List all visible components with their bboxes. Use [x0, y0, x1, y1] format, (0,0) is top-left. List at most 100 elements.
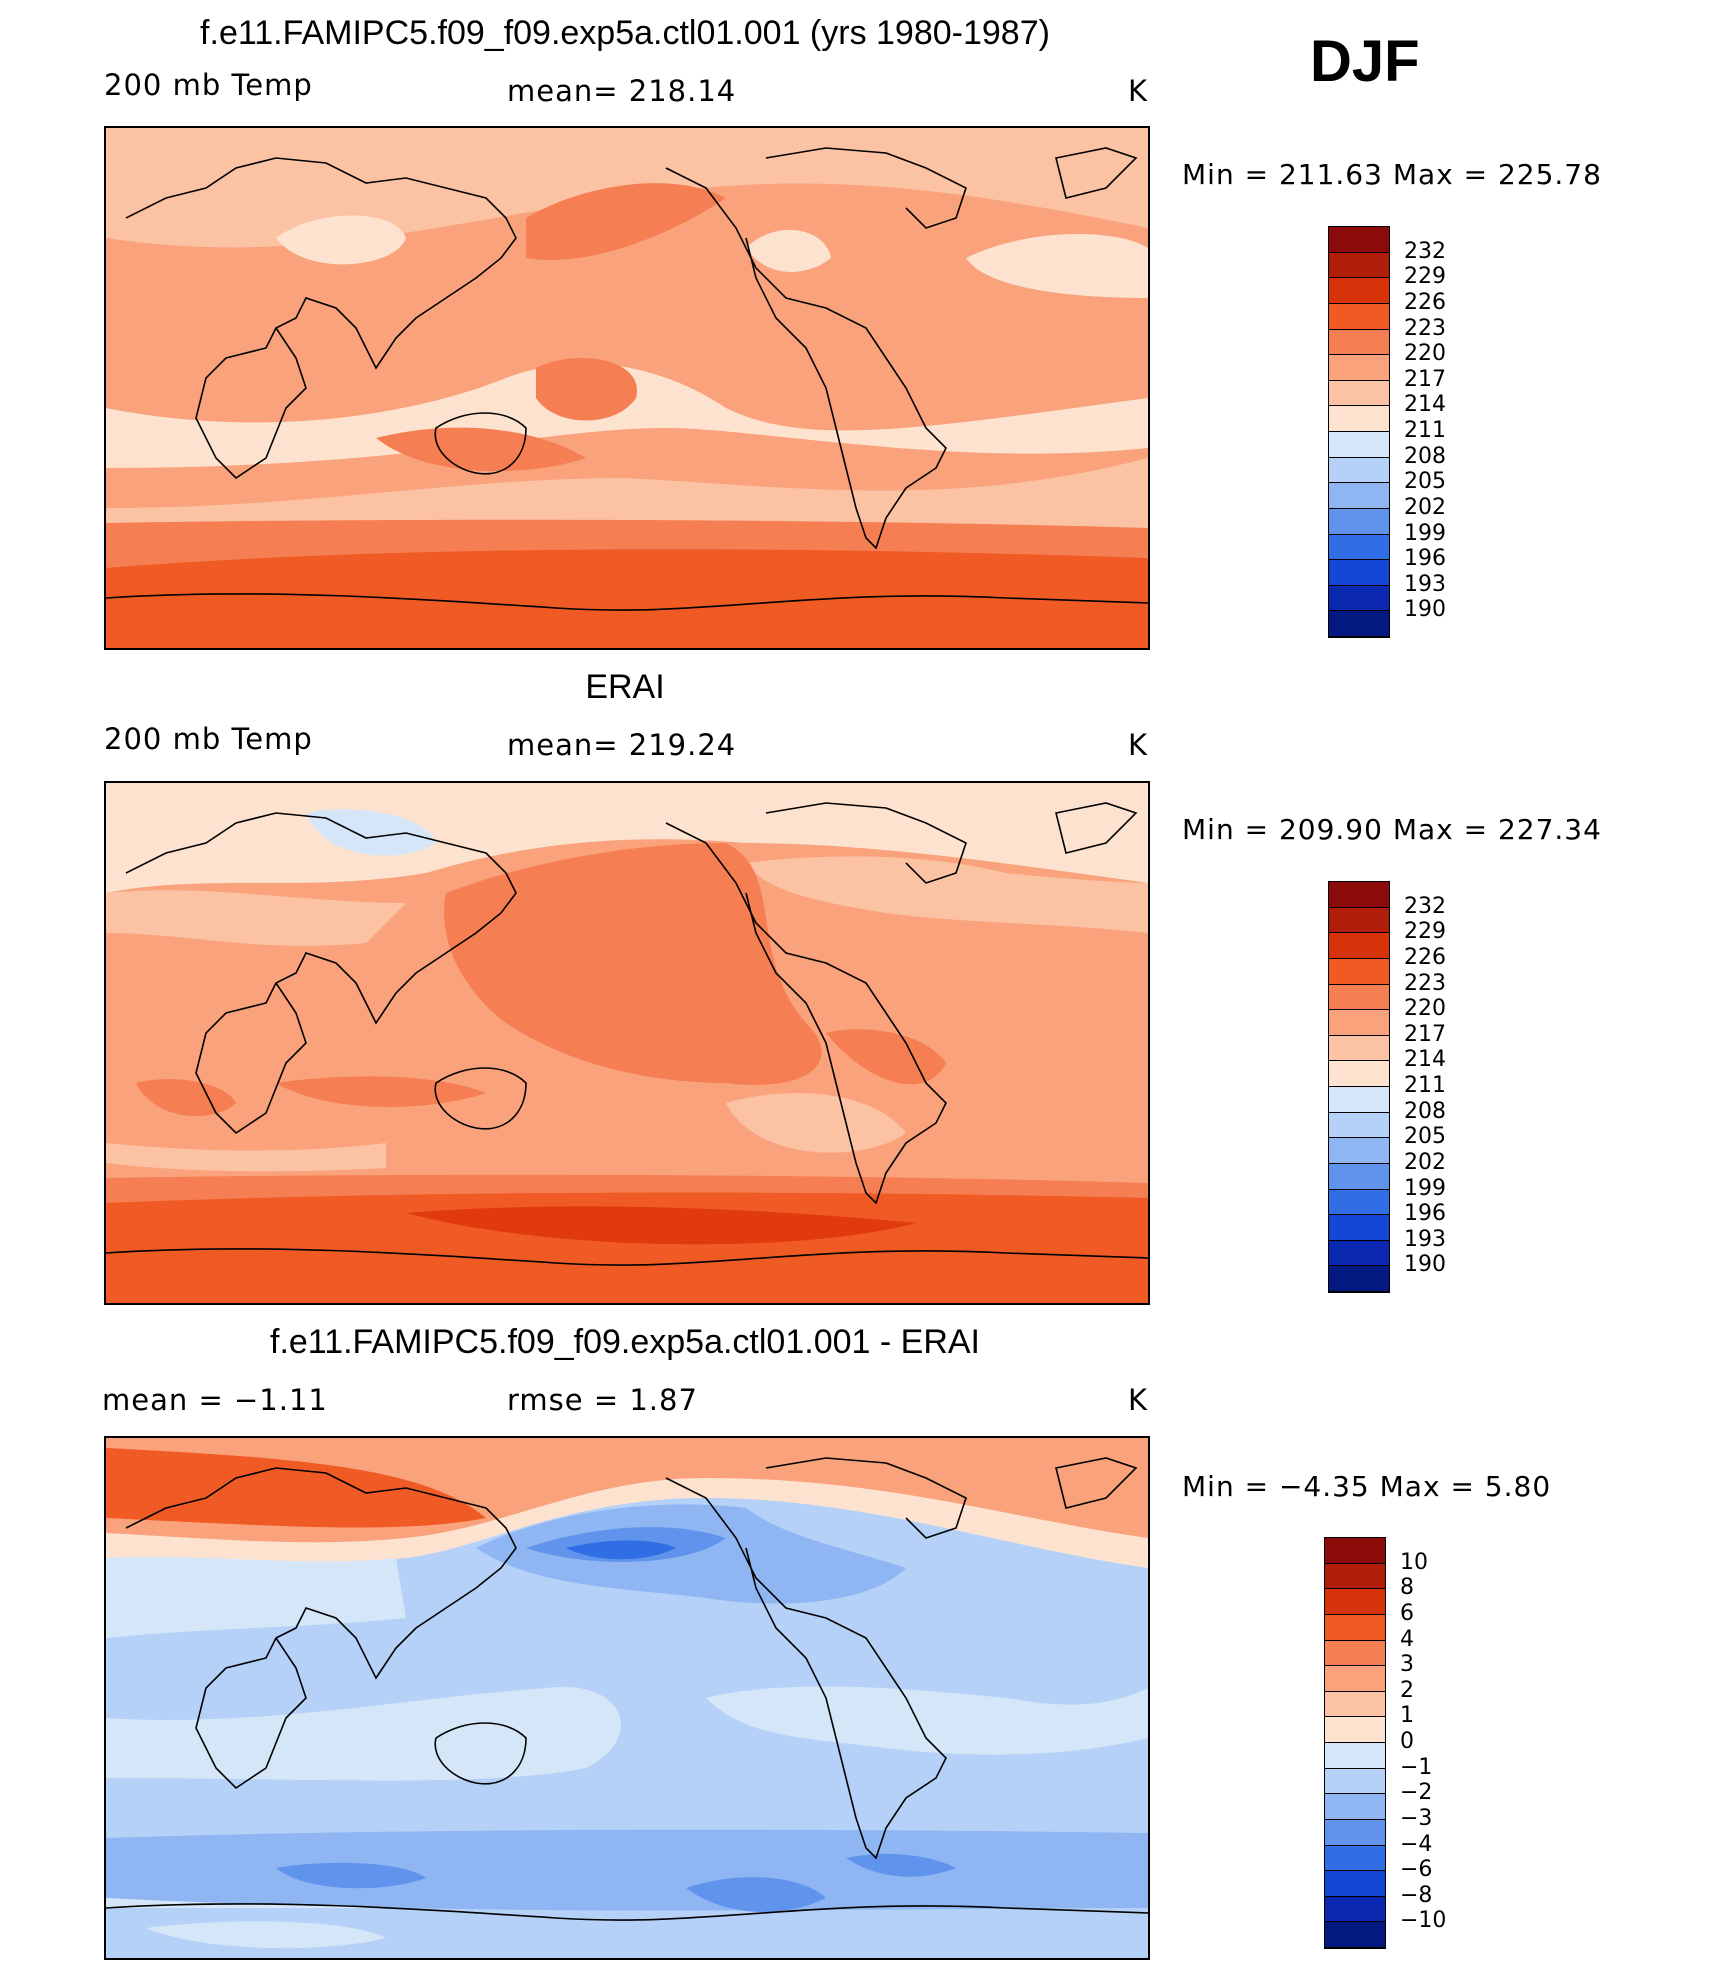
panel-2-minmax: Min = 209.90 Max = 227.34 — [1182, 813, 1602, 846]
colorbar-tick-label: 208 — [1404, 1098, 1446, 1124]
colorbar-tick-label: 211 — [1404, 418, 1446, 443]
colorbar-tick-label: 3 — [1400, 1652, 1414, 1678]
colorbar-tick-label: 199 — [1404, 520, 1446, 546]
colorbar-tick-label: 4 — [1400, 1626, 1414, 1652]
colorbar-tick-label: 196 — [1404, 546, 1446, 572]
colorbar-tick-label: 193 — [1404, 1226, 1446, 1252]
colorbar-swatch — [1329, 303, 1389, 330]
colorbar-swatch — [1329, 1112, 1389, 1139]
coastlines — [106, 1457, 1148, 1921]
colorbar-swatch — [1329, 1189, 1389, 1216]
panel-3-minmax: Min = −4.35 Max = 5.80 — [1182, 1470, 1552, 1503]
panel-3-map-svg — [106, 1438, 1148, 1958]
panel-3-title: f.e11.FAMIPC5.f09_f09.exp5a.ctl01.001 - … — [270, 1323, 980, 1361]
colorbar-tick-label: 223 — [1404, 315, 1446, 341]
map-band — [566, 1540, 676, 1560]
colorbar-tick-label: 10 — [1400, 1549, 1428, 1575]
colorbar-swatch — [1329, 585, 1389, 612]
panel-1-colorbar: 232 229 226 223 220 217 214 211 208 205 202 199 196 1… — [1328, 226, 1446, 638]
colorbar-tick-label: 196 — [1404, 1201, 1446, 1227]
map-band — [106, 1504, 1148, 1911]
colorbar-swatch — [1329, 933, 1389, 959]
colorbar-swatch — [1329, 1266, 1389, 1292]
colorbar-swatch — [1329, 227, 1389, 253]
panel-2-variable-label: 200 mb Temp — [104, 722, 313, 756]
colorbar-swatch — [1329, 432, 1389, 458]
colorbar-swatch — [1329, 958, 1389, 985]
colorbar-tick-label: 202 — [1404, 1149, 1446, 1175]
panel-1-minmax: Min = 211.63 Max = 225.78 — [1182, 158, 1602, 191]
colorbar-swatch — [1325, 1589, 1385, 1615]
colorbar-swatches — [1324, 1537, 1386, 1949]
map-band — [136, 843, 946, 1117]
coastlines — [106, 802, 1148, 1266]
map-band — [406, 1206, 916, 1245]
colorbar-swatch — [1329, 1215, 1389, 1241]
colorbar-swatch — [1325, 1717, 1385, 1743]
colorbar-swatch — [1329, 560, 1389, 586]
colorbar-tick-label: 220 — [1404, 996, 1446, 1022]
colorbar-tick-label: 232 — [1404, 893, 1446, 919]
colorbar-swatch — [1325, 1614, 1385, 1641]
colorbar-swatch — [1329, 1138, 1389, 1164]
colorbar-swatch — [1329, 611, 1389, 637]
colorbar-swatch — [1329, 882, 1389, 908]
colorbar-swatch — [1329, 984, 1389, 1011]
colorbar-tick-label: 229 — [1404, 919, 1446, 945]
colorbar-swatch — [1329, 1087, 1389, 1113]
colorbar-tick-label: 208 — [1404, 443, 1446, 469]
colorbar-swatch — [1329, 1240, 1389, 1267]
map-band — [306, 809, 436, 856]
colorbar-swatch — [1329, 534, 1389, 561]
panel-1-mean-label: mean= 218.14 — [507, 74, 737, 108]
colorbar-swatch — [1329, 483, 1389, 509]
colorbar-swatch — [1329, 380, 1389, 407]
colorbar-tick-label: 226 — [1404, 289, 1446, 315]
colorbar-tick-label: −6 — [1400, 1857, 1433, 1883]
panel-2-units: K — [1128, 728, 1149, 762]
colorbar-swatch — [1325, 1794, 1385, 1820]
colorbar-swatch — [1325, 1768, 1385, 1795]
panel-2-mean-label: mean= 219.24 — [507, 728, 737, 762]
colorbar-swatch — [1325, 1563, 1385, 1590]
colorbar-swatch — [1329, 252, 1389, 279]
map-band — [106, 363, 1148, 468]
colorbar-swatch — [1325, 1819, 1385, 1846]
colorbar-swatches — [1328, 881, 1390, 1293]
panel-3-units: K — [1128, 1383, 1149, 1417]
colorbar-swatch — [1329, 1061, 1389, 1087]
colorbar-tick-label: 217 — [1404, 366, 1446, 392]
colorbar-tick-label: 1 — [1400, 1703, 1414, 1729]
colorbar-swatch — [1329, 508, 1389, 535]
colorbar-swatch — [1325, 1666, 1385, 1692]
panel-3-colorbar: 10 8 6 4 3 2 1 0 −1 −2 −3 −4 −6 −8 −10 — [1324, 1537, 1446, 1949]
colorbar-tick-label: 220 — [1404, 341, 1446, 367]
colorbar-tick-label: 190 — [1404, 1252, 1446, 1278]
colorbar-swatch — [1325, 1640, 1385, 1667]
colorbar-tick-label: 202 — [1404, 494, 1446, 520]
colorbar-tick-label: 199 — [1404, 1175, 1446, 1201]
colorbar-swatch — [1325, 1871, 1385, 1897]
season-label: DJF — [1310, 29, 1420, 94]
panel-1-map — [104, 126, 1150, 650]
colorbar-tick-label: −10 — [1400, 1908, 1447, 1934]
colorbar-tick-label: 193 — [1404, 571, 1446, 597]
panel-2-map — [104, 781, 1150, 1305]
colorbar-tick-label: 205 — [1404, 469, 1446, 495]
colorbar-swatch — [1325, 1845, 1385, 1872]
colorbar-tick-label: 211 — [1404, 1073, 1446, 1098]
colorbar-swatches — [1328, 226, 1390, 638]
map-band — [106, 856, 1148, 1172]
coastlines — [106, 147, 1148, 611]
colorbar-swatch — [1329, 355, 1389, 381]
map-band — [276, 215, 1148, 298]
panel-1-units: K — [1128, 74, 1149, 108]
colorbar-tick-label: 223 — [1404, 970, 1446, 996]
colorbar-swatch — [1329, 1035, 1389, 1062]
colorbar-tick-label: −4 — [1400, 1831, 1433, 1857]
colorbar-swatch — [1325, 1691, 1385, 1718]
colorbar-swatch — [1325, 1538, 1385, 1564]
colorbar-swatch — [1329, 278, 1389, 304]
colorbar-tick-label: −3 — [1400, 1805, 1433, 1831]
map-band — [106, 1192, 1148, 1303]
